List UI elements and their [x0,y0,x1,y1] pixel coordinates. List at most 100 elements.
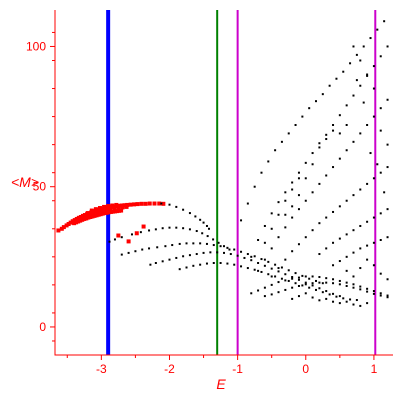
point-1-127 [332,278,335,281]
point-1-159 [267,160,270,163]
point-1-39 [192,242,195,245]
point-1-223 [304,236,307,239]
point-1-130 [352,283,355,286]
x-axis-label: E [216,376,226,392]
point-highlight-52 [92,213,97,218]
point-1-192 [352,94,355,97]
point-1-135 [386,294,389,297]
point-1-301 [284,213,287,216]
point-1-186 [311,152,314,155]
point-1-165 [308,107,311,110]
point-1-25 [212,238,215,241]
point-highlight-40 [157,201,162,206]
point-highlight-83 [120,205,125,210]
point-highlight-84 [124,204,129,209]
point-1-282 [304,292,307,295]
point-1-220 [284,258,287,261]
point-highlight-0 [56,228,61,233]
point-highlight-61 [110,209,115,214]
point-1-93 [212,262,215,264]
point-1-184 [297,171,300,174]
point-1-179 [263,224,266,227]
point-1-69 [216,251,219,254]
point-1-245 [379,212,382,215]
point-1-110 [328,293,331,296]
point-1-122 [297,276,300,279]
point-highlight-35 [135,202,140,207]
point-1-53 [287,269,290,272]
point-1-37 [178,242,181,245]
point-1-144 [318,281,321,284]
point-1-29 [120,253,123,256]
point-1-138 [277,291,280,294]
point-highlight-56 [100,211,105,216]
point-1-2 [175,205,178,208]
point-1-227 [332,210,335,213]
point-1-196 [379,55,382,58]
point-1-276 [366,258,369,261]
point-1-150 [359,288,362,291]
point-1-5 [194,215,197,218]
point-1-153 [379,294,382,297]
point-1-162 [287,132,290,135]
point-1-115 [250,292,253,295]
point-1-247 [332,264,335,267]
point-1-77 [270,267,273,270]
point-1-11 [113,238,116,241]
point-1-207 [318,182,321,185]
point-highlight-34 [132,202,137,207]
point-1-82 [304,281,307,284]
point-1-91 [199,263,202,266]
point-highlight-58 [104,210,109,215]
point-highlight-81 [112,206,117,211]
point-1-108 [314,288,317,291]
point-1-26 [217,241,220,244]
point-1-256 [263,241,266,244]
point-1-269 [362,101,365,104]
point-1-88 [178,268,181,271]
point-1-284 [318,299,321,302]
point-1-62 [168,258,171,261]
point-1-15 [148,229,151,232]
point-1-143 [311,282,314,285]
point-1-149 [352,286,355,289]
point-1-104 [287,279,290,282]
point-1-142 [304,283,307,286]
point-1-63 [175,256,178,259]
point-1-60 [154,262,157,264]
point-1-125 [318,276,321,279]
y-ticks: 0 50 100 [26,31,55,342]
point-1-274 [352,275,355,278]
point-1-98 [246,267,249,270]
point-1-202 [284,226,287,229]
point-highlight-41 [161,201,166,206]
point-1-173 [362,45,365,48]
point-1-95 [226,262,229,265]
point-highlight-62 [112,209,117,214]
point-1-270 [369,152,372,155]
point-1-222 [297,243,300,246]
point-1-90 [192,264,195,267]
point-highlight-70 [102,204,107,209]
vertical-lines [106,10,377,355]
point-1-213 [359,132,362,135]
point-1-268 [355,79,358,82]
point-1-176 [383,20,386,23]
point-1-13 [131,233,134,236]
point-1-23 [201,232,204,235]
point-1-49 [260,258,263,261]
point-1-72 [236,254,239,257]
point-1-35 [164,245,167,248]
point-1-243 [366,220,369,223]
point-highlight-91 [100,207,105,212]
point-1-100 [260,270,263,273]
point-1-92 [205,262,208,265]
point-1-136 [263,295,266,298]
point-1-190 [338,114,341,117]
point-1-1 [168,203,171,206]
point-1-12 [120,236,123,239]
point-1-36 [171,244,174,247]
point-1-209 [332,166,335,169]
point-highlight-72 [110,203,115,208]
point-1-57 [314,279,317,282]
